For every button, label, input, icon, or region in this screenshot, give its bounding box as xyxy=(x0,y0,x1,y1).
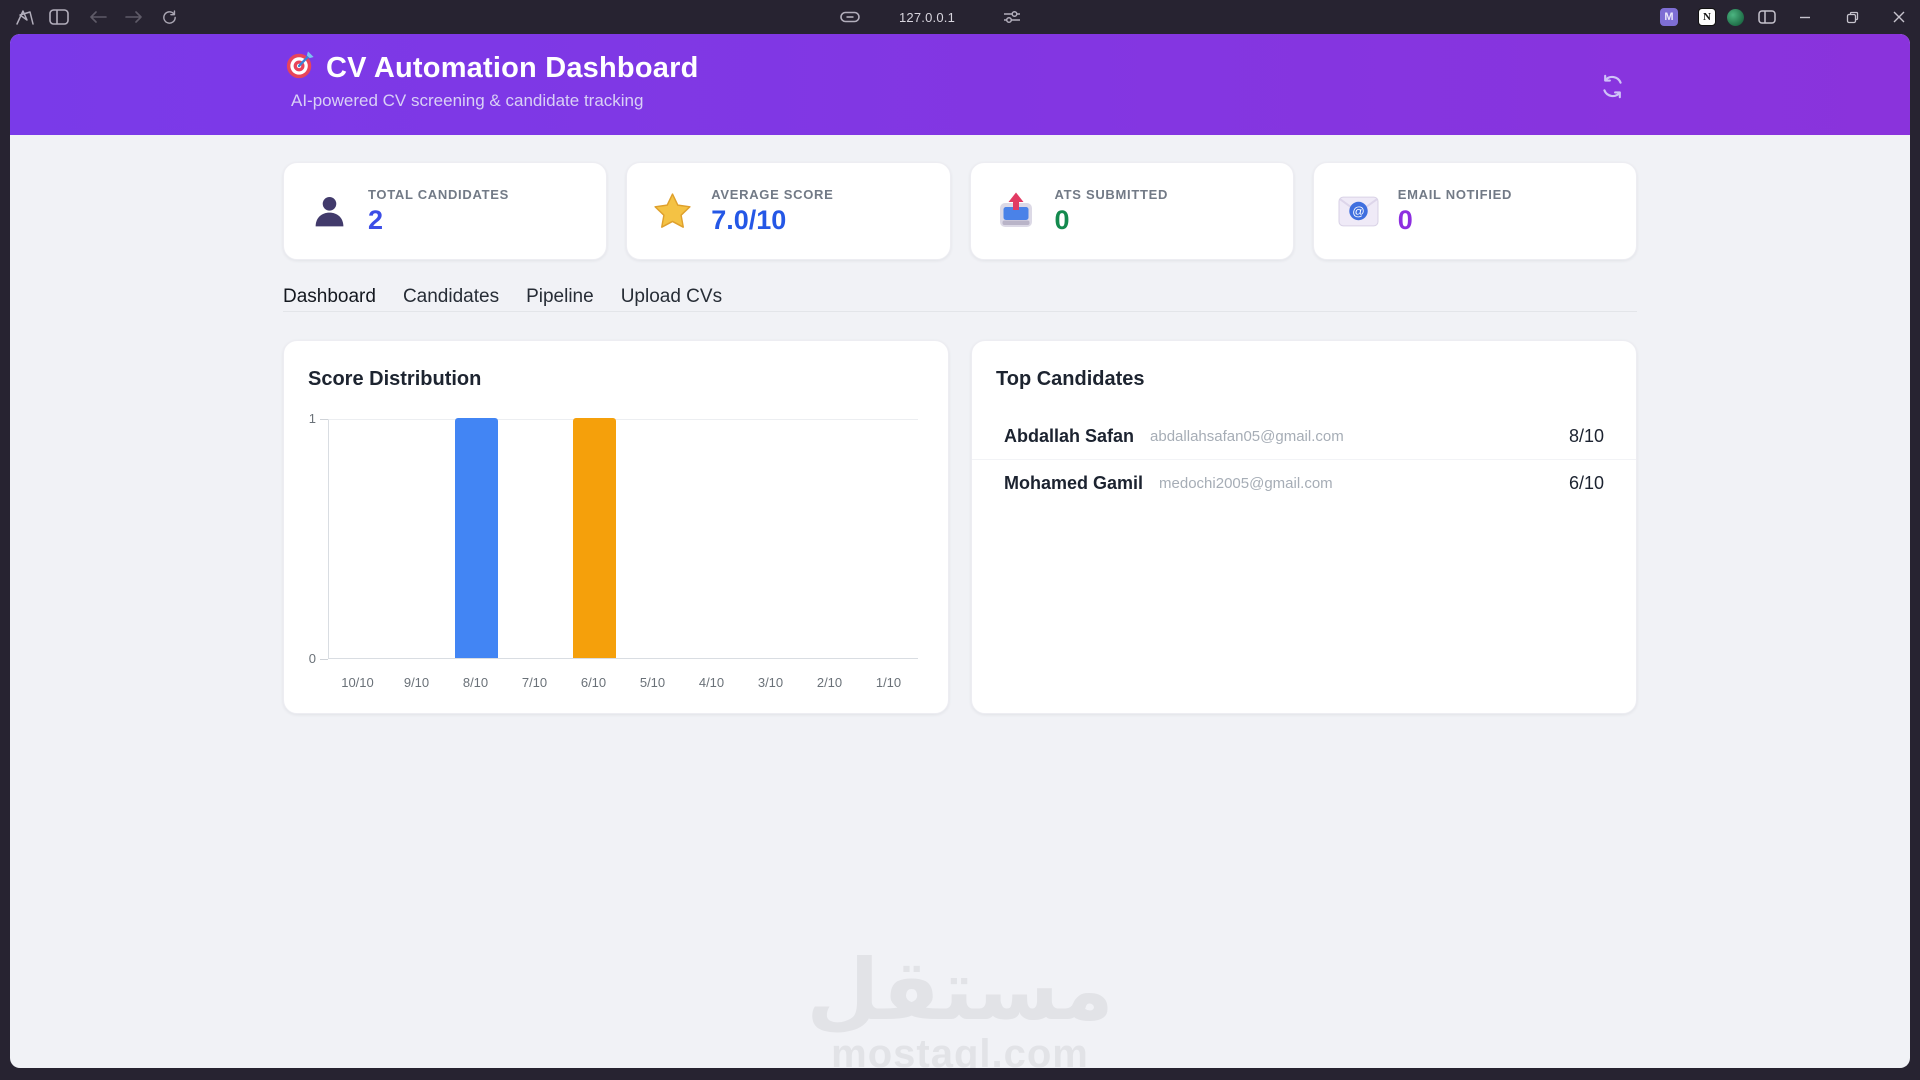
refresh-icon[interactable] xyxy=(157,0,181,34)
app-header: CV Automation Dashboard AI-powered CV sc… xyxy=(10,34,1910,135)
browser-logo-icon[interactable] xyxy=(13,0,37,34)
tab-dashboard[interactable]: Dashboard xyxy=(283,286,376,307)
x-tick-label: 8/10 xyxy=(462,675,489,690)
close-icon[interactable] xyxy=(1886,0,1912,34)
refresh-circle-icon[interactable] xyxy=(1597,71,1627,101)
page-title: CV Automation Dashboard xyxy=(326,51,699,84)
page-content: CV Automation Dashboard AI-powered CV sc… xyxy=(10,34,1910,1068)
main-area: TOTAL CANDIDATES 2 AVERAGE SCORE 7.0/10 ATS … xyxy=(283,135,1637,1068)
person-icon xyxy=(308,193,350,230)
stat-label: TOTAL CANDIDATES xyxy=(368,187,509,202)
x-tick-label: 3/10 xyxy=(757,675,784,690)
tune-icon[interactable] xyxy=(1000,0,1024,34)
stat-value: 0 xyxy=(1397,205,1413,235)
stat-card-total-candidates: TOTAL CANDIDATES 2 xyxy=(283,162,608,260)
outbox-icon xyxy=(995,192,1037,230)
stats-row: TOTAL CANDIDATES 2 AVERAGE SCORE 7.0/10 ATS … xyxy=(283,162,1637,260)
tab-candidates[interactable]: Candidates xyxy=(402,286,500,307)
bar-8-10 xyxy=(455,418,498,658)
chart-title: Score Distribution xyxy=(308,368,482,390)
candidate-name: Mohamed Gamil xyxy=(1004,472,1144,493)
score-distribution-panel: Score Distribution 10/10 9/10 8/10 7/10 6/10… xyxy=(283,340,949,714)
x-tick-label: 10/10 xyxy=(341,675,374,690)
stat-card-email-notified: @ EMAIL NOTIFIED 0 xyxy=(1312,162,1637,260)
y-tick-mark xyxy=(320,419,328,420)
candidate-email: abdallahsafan05@gmail.com xyxy=(1150,428,1344,445)
page-subtitle: AI-powered CV screening & candidate trac… xyxy=(291,91,644,110)
extension-m-icon[interactable]: M xyxy=(1658,0,1680,34)
candidate-row-mohamed-gamil: Mohamed Gamil medochi2005@gmail.com 6/10 xyxy=(972,460,1636,506)
url-text: 127.0.0.1 xyxy=(898,9,955,25)
x-tick-label: 1/10 xyxy=(875,675,902,690)
url-bar[interactable]: 127.0.0.1 xyxy=(872,0,982,34)
stat-card-ats-submitted: ATS SUBMITTED 0 xyxy=(969,162,1294,260)
minimize-icon[interactable] xyxy=(1792,0,1818,34)
tab-upload-cvs[interactable]: Upload CVs xyxy=(620,286,723,307)
x-tick-label: 5/10 xyxy=(639,675,666,690)
chart-x-axis-labels: 10/10 9/10 8/10 7/10 6/10 5/10 4/10 3/10 2/10 1/1… xyxy=(328,675,918,690)
stat-label: AVERAGE SCORE xyxy=(711,187,834,202)
top-candidates-title: Top Candidates xyxy=(996,368,1145,390)
stat-value: 7.0/10 xyxy=(711,205,787,235)
extension-green-icon[interactable] xyxy=(1724,0,1746,34)
candidate-list: Abdallah Safan abdallahsafan05@gmail.com 8… xyxy=(972,414,1636,506)
split-view-icon[interactable] xyxy=(1755,0,1779,34)
forward-icon[interactable] xyxy=(122,0,146,34)
bar-6-10 xyxy=(573,418,616,658)
bar-chart-plot xyxy=(328,418,918,659)
notion-icon[interactable]: N xyxy=(1696,0,1718,34)
candidate-email: medochi2005@gmail.com xyxy=(1159,474,1333,492)
x-tick-label: 2/10 xyxy=(816,675,843,690)
restore-icon[interactable] xyxy=(1839,0,1865,34)
extension-m-badge: M xyxy=(1660,8,1678,26)
star-icon xyxy=(651,191,693,232)
stat-label: EMAIL NOTIFIED xyxy=(1397,187,1513,202)
tab-pipeline[interactable]: Pipeline xyxy=(526,286,594,307)
y-tick-mark xyxy=(320,659,328,660)
y-tick-label: 1 xyxy=(308,411,316,426)
target-dart-icon xyxy=(285,50,315,85)
green-orb xyxy=(1726,8,1744,26)
y-tick-label: 0 xyxy=(308,651,316,666)
tabs: Dashboard Candidates Pipeline Upload CVs xyxy=(283,286,1637,312)
email-icon: @ xyxy=(1338,195,1380,228)
candidate-score: 8/10 xyxy=(1568,426,1604,446)
top-candidates-panel: Top Candidates Abdallah Safan abdallahsaf… xyxy=(971,340,1637,714)
stat-value: 2 xyxy=(368,205,384,235)
svg-text:@: @ xyxy=(1353,204,1365,218)
stat-value: 0 xyxy=(1054,205,1070,235)
candidate-score: 6/10 xyxy=(1568,472,1604,493)
stat-label: ATS SUBMITTED xyxy=(1054,187,1169,202)
x-tick-label: 9/10 xyxy=(403,675,430,690)
notion-badge: N xyxy=(1698,8,1716,26)
sidebar-toggle-icon[interactable] xyxy=(47,0,71,34)
stat-card-average-score: AVERAGE SCORE 7.0/10 xyxy=(626,162,951,260)
browser-titlebar: 127.0.0.1 M N xyxy=(0,0,1920,34)
x-tick-label: 4/10 xyxy=(698,675,725,690)
x-tick-label: 7/10 xyxy=(521,675,548,690)
back-icon[interactable] xyxy=(86,0,110,34)
candidate-name: Abdallah Safan xyxy=(1004,426,1135,446)
candidate-row-abdallah-safan: Abdallah Safan abdallahsafan05@gmail.com 8… xyxy=(972,414,1636,460)
x-tick-label: 6/10 xyxy=(580,675,607,690)
link-icon xyxy=(838,0,862,34)
